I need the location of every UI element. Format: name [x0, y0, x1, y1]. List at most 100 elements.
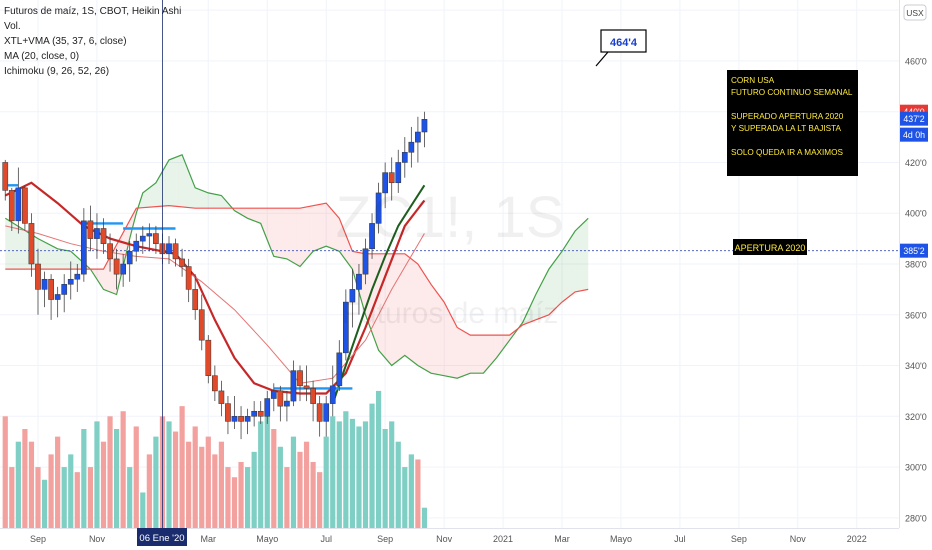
- volume-bar: [231, 477, 238, 528]
- price-tag-text: 385'2: [903, 246, 924, 256]
- candle-body: [146, 233, 153, 237]
- candle-body: [185, 266, 192, 290]
- y-tick-label: 380'0: [905, 260, 927, 270]
- apertura-text: APERTURA 2020: [735, 243, 806, 253]
- legend: Futuros de maíz, 1S, CBOT, Heikin Ashi V…: [4, 4, 181, 79]
- cloud-segment: [254, 208, 258, 223]
- x-tick-label: Sep: [30, 534, 46, 544]
- volume-bar: [133, 426, 139, 528]
- volume-bar: [166, 421, 172, 528]
- cloud-segment: [146, 187, 150, 208]
- cloud-segment: [5, 218, 9, 270]
- cloud-segment: [316, 204, 320, 251]
- cloud-segment: [286, 208, 291, 261]
- volume-bar: [41, 479, 48, 528]
- legend-title[interactable]: Futuros de maíz, 1S, CBOT, Heikin Ashi: [4, 6, 182, 17]
- cloud-segment: [250, 208, 255, 221]
- volume-bar: [303, 441, 310, 528]
- cloud-segment: [440, 297, 445, 376]
- candle-body: [349, 289, 356, 303]
- volume-bar: [284, 467, 290, 528]
- series-line: [5, 225, 425, 384]
- cloud-segment: [152, 182, 156, 207]
- volume-bar: [140, 492, 146, 528]
- x-tick-label: Sep: [377, 534, 393, 544]
- candle-body: [218, 390, 225, 404]
- cloud-segment: [444, 302, 448, 377]
- watermark-name: Futuros de maíz: [342, 297, 559, 330]
- volume-bar: [317, 472, 323, 528]
- currency-badge[interactable]: USX: [903, 4, 927, 21]
- candle-body: [310, 388, 316, 404]
- candle-body: [100, 228, 107, 244]
- candles: [2, 111, 428, 440]
- cloud-segment: [565, 241, 569, 300]
- volume-bars: [2, 390, 428, 528]
- callout-464[interactable]: 464'4: [595, 29, 647, 67]
- candle-body: [192, 289, 199, 310]
- watermark-symbol: ZC1!, 1S: [336, 185, 565, 250]
- cloud-segment: [244, 208, 248, 219]
- cloud-segment: [169, 158, 173, 206]
- candle-body: [126, 251, 133, 265]
- price-axis[interactable]: 480'0460'0440'0420'0400'0380'0360'0340'0…: [899, 0, 927, 528]
- cloud-segment: [322, 203, 327, 248]
- cloud-segment: [555, 255, 559, 309]
- candle-body: [329, 385, 336, 404]
- cloud-segment: [493, 335, 497, 362]
- volume-bar: [258, 421, 264, 528]
- indicator-list: Vol. XTL+VMA (35, 37, 6, close) MA (20, cl…: [4, 19, 181, 79]
- cloud-segment: [106, 256, 111, 292]
- cloud-segment: [96, 269, 101, 285]
- cloud-segment: [467, 333, 471, 375]
- cloud-segment: [185, 163, 189, 208]
- price-tag-bg: [900, 111, 928, 126]
- volume-bar: [94, 421, 100, 528]
- volume-bar: [264, 411, 270, 528]
- volume-bar: [415, 459, 421, 528]
- volume-bar: [22, 429, 28, 528]
- legend-indicator[interactable]: XTL+VMA (35, 37, 6, close): [4, 36, 127, 47]
- price-tag-text: 4d 0h: [903, 130, 925, 140]
- candle-body: [408, 141, 415, 153]
- apertura-label[interactable]: APERTURA 2020: [733, 239, 807, 255]
- legend-indicator[interactable]: MA (20, close, 0): [4, 51, 80, 62]
- y-tick-label: 320'0: [905, 412, 927, 422]
- cloud-segment: [270, 208, 274, 257]
- cloud-segment: [175, 156, 179, 207]
- candle-body: [166, 243, 172, 255]
- cloud-segment: [434, 288, 438, 375]
- annotation-box[interactable]: CORN USA FUTURO CONTINUO SEMANAL SUPERADO …: [727, 70, 858, 176]
- candle-body: [316, 403, 323, 422]
- candle-body: [212, 375, 218, 392]
- cloud-segment: [103, 262, 107, 291]
- price-tag-bg: [900, 127, 928, 142]
- cloud-segment: [581, 221, 585, 291]
- legend-indicator[interactable]: Vol.: [4, 21, 21, 32]
- cloud-segment: [214, 194, 219, 209]
- cloud-segment: [496, 335, 500, 358]
- cloud-segment: [51, 245, 55, 270]
- cloud-segment: [411, 258, 415, 363]
- x-tick-label: Mayo: [610, 534, 632, 544]
- cloud-segment: [64, 250, 68, 270]
- volume-bar: [251, 451, 257, 528]
- cloud-segment: [486, 335, 490, 370]
- volume-bar: [218, 441, 224, 528]
- cloud-segment: [499, 335, 504, 354]
- candle-body: [113, 258, 120, 275]
- cloud-segment: [11, 222, 16, 270]
- x-tick-label: Sep: [731, 534, 747, 544]
- cloud-segment: [309, 205, 314, 256]
- time-axis[interactable]: Sep Nov Mar Mayo Jul Sep Nov 2021 Mar Mayo Jul Sep N…: [0, 528, 899, 545]
- cloud-segment: [178, 154, 183, 207]
- volume-bar: [192, 426, 198, 528]
- cloud-segment: [257, 208, 261, 224]
- cloud-segment: [414, 261, 418, 366]
- cloud-segment: [480, 335, 484, 374]
- candle-body: [290, 370, 297, 402]
- cloud-segment: [159, 171, 163, 207]
- legend-indicator[interactable]: Ichimoku (9, 26, 52, 26): [4, 66, 110, 77]
- candle-body: [323, 403, 330, 422]
